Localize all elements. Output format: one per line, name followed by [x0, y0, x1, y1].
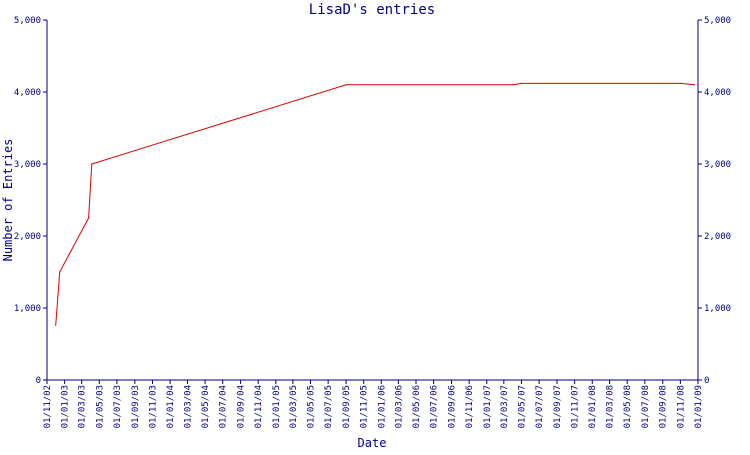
- x-tick-label: 01/07/03: [113, 385, 123, 428]
- x-tick-label: 01/11/02: [43, 385, 53, 428]
- y-axis-label: Number of Entries: [1, 139, 15, 262]
- data-point: [88, 217, 90, 219]
- x-axis-label: Date: [358, 436, 387, 450]
- x-tick-label: 01/05/07: [517, 385, 527, 428]
- x-tick-label: 01/03/03: [78, 385, 88, 428]
- data-point: [520, 82, 523, 84]
- y-ticks-group: 0 0 1,000 1,000 2,000 2,000 3,000 3,000 4,000 4,0…: [14, 16, 731, 386]
- x-tick-label: 01/07/07: [535, 385, 545, 428]
- data-point: [345, 84, 347, 86]
- y-tick-label-right: 4,000: [704, 88, 731, 98]
- x-tick-label: 01/11/04: [254, 385, 264, 428]
- axes-group: [46, 20, 699, 381]
- x-tick-label: 01/01/09: [694, 385, 704, 428]
- data-point: [512, 84, 514, 86]
- x-tick-label: 01/11/07: [571, 385, 581, 428]
- x-tick-label: 01/05/06: [412, 385, 422, 428]
- data-point: [55, 324, 57, 326]
- x-tick-label: 01/03/05: [289, 385, 299, 428]
- data-point: [59, 271, 61, 273]
- x-tick-label: 01/05/08: [623, 385, 633, 428]
- y-tick-label-right: 5,000: [704, 16, 731, 26]
- y-tick-label-left: 2,000: [14, 232, 41, 242]
- x-tick-label: 01/11/05: [360, 385, 370, 428]
- x-tick-label: 01/01/06: [377, 385, 387, 428]
- y-tick-label-left: 4,000: [14, 88, 41, 98]
- data-point: [679, 82, 681, 84]
- x-tick-label: 01/03/08: [606, 385, 616, 428]
- series-group: [55, 82, 696, 326]
- x-tick-label: 01/01/05: [272, 385, 282, 428]
- x-tick-label: 01/09/07: [553, 385, 563, 428]
- x-tick-label: 01/05/05: [307, 385, 317, 428]
- x-tick-label: 01/05/04: [201, 385, 211, 428]
- x-ticks-group: 01/11/02 01/01/03 01/03/03 01/05/03 01/07/03…: [43, 380, 704, 428]
- y-tick-label-right: 2,000: [704, 232, 731, 242]
- data-point: [91, 163, 93, 165]
- x-tick-label: 01/09/08: [659, 385, 669, 428]
- y-tick-label-left: 5,000: [14, 16, 41, 26]
- x-tick-label: 01/11/03: [148, 385, 158, 428]
- x-tick-label: 01/03/06: [394, 385, 404, 428]
- x-tick-label: 01/07/04: [219, 385, 229, 428]
- x-tick-label: 01/03/04: [183, 385, 193, 428]
- data-point: [693, 84, 696, 86]
- chart-title: LisaD's entries: [309, 2, 435, 18]
- y-tick-label-right: 0: [704, 376, 709, 386]
- y-tick-label-right: 1,000: [704, 304, 731, 314]
- x-tick-label: 01/07/08: [641, 385, 651, 428]
- x-tick-label: 01/07/05: [324, 385, 334, 428]
- x-tick-label: 01/05/03: [95, 385, 105, 428]
- x-tick-label: 01/01/07: [483, 385, 493, 428]
- x-tick-label: 01/09/03: [131, 385, 141, 428]
- x-tick-label: 01/07/06: [430, 385, 440, 428]
- x-tick-label: 01/11/08: [676, 385, 686, 428]
- x-tick-label: 01/03/07: [500, 385, 510, 428]
- y-tick-label-right: 3,000: [704, 160, 731, 170]
- x-tick-label: 01/01/03: [61, 385, 71, 428]
- y-tick-label-left: 0: [36, 376, 41, 386]
- x-tick-label: 01/09/06: [448, 385, 458, 428]
- y-tick-label-left: 3,000: [14, 160, 41, 170]
- x-tick-label: 01/09/05: [342, 385, 352, 428]
- y-tick-label-left: 1,000: [14, 304, 41, 314]
- x-tick-label: 01/01/08: [588, 385, 598, 428]
- series-line: [55, 82, 695, 326]
- x-tick-label: 01/01/04: [166, 385, 176, 428]
- x-tick-label: 01/09/04: [237, 385, 247, 428]
- x-tick-label: 01/11/06: [465, 385, 475, 428]
